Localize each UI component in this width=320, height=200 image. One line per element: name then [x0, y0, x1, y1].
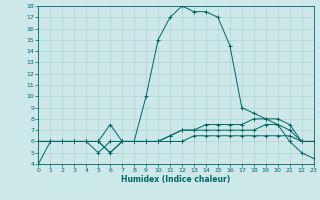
X-axis label: Humidex (Indice chaleur): Humidex (Indice chaleur): [121, 175, 231, 184]
